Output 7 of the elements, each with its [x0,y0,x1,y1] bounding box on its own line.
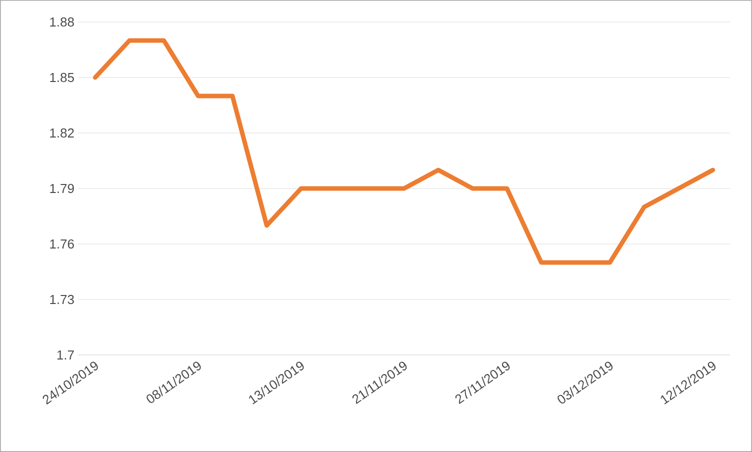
y-tick-label: 1.73 [50,294,74,304]
y-tick-label: 1.7 [57,350,74,360]
y-tick-label: 1.88 [50,17,74,27]
y-tick-label: 1.82 [50,128,74,138]
y-tick-label: 1.85 [50,72,74,82]
y-tick-label: 1.76 [50,239,74,249]
y-tick-label: 1.79 [50,184,74,194]
